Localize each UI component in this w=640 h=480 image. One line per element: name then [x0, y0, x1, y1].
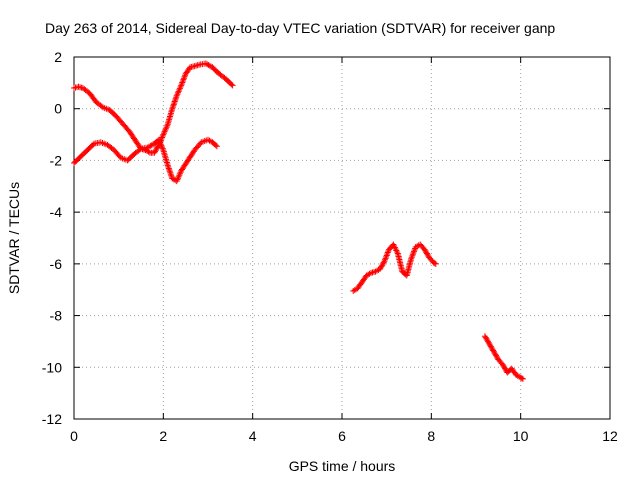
- data-point: [229, 82, 236, 89]
- data-point: [159, 133, 166, 139]
- data-point: [180, 76, 187, 83]
- y-tick-label: -2: [50, 152, 63, 168]
- data-point: [408, 254, 415, 261]
- series-4: [481, 333, 526, 382]
- axis-ticks: [73, 56, 611, 420]
- data-point: [158, 142, 165, 149]
- data-point: [228, 81, 235, 88]
- y-tick-label: -10: [42, 359, 62, 375]
- y-tick-label: -4: [50, 204, 63, 220]
- data-markers: [71, 60, 526, 382]
- data-point: [177, 169, 184, 176]
- x-axis-label: GPS time / hours: [289, 458, 396, 474]
- data-point: [178, 82, 185, 89]
- y-tick-label: 2: [54, 49, 62, 65]
- data-point: [518, 375, 525, 382]
- x-tick-label: 0: [70, 428, 78, 444]
- data-point: [383, 253, 390, 260]
- x-tick-label: 8: [427, 428, 435, 444]
- data-point: [179, 79, 186, 86]
- data-point: [382, 256, 388, 263]
- data-point: [90, 141, 96, 148]
- series-2: [71, 136, 220, 185]
- data-point: [212, 142, 219, 149]
- series-3: [350, 241, 439, 294]
- x-tick-label: 12: [602, 428, 618, 444]
- series-1: [71, 60, 236, 156]
- data-point: [519, 375, 526, 382]
- data-point: [409, 251, 416, 258]
- x-tick-label: 2: [159, 428, 167, 444]
- x-tick-label: 6: [338, 428, 346, 444]
- chart-title: Day 263 of 2014, Sidereal Day-to-day VTE…: [45, 20, 555, 36]
- data-point: [411, 248, 417, 255]
- data-point: [432, 260, 439, 267]
- y-tick-label: -6: [50, 256, 63, 272]
- y-tick-label: 0: [54, 101, 62, 117]
- x-tick-label: 4: [249, 428, 257, 444]
- grid-lines: [74, 57, 610, 419]
- data-point: [380, 259, 387, 266]
- data-point: [162, 127, 169, 134]
- y-tick-label: -12: [42, 411, 62, 427]
- data-point: [136, 146, 143, 153]
- y-tick-label: -8: [50, 308, 63, 324]
- data-point: [485, 339, 492, 346]
- x-tick-label: 10: [513, 428, 529, 444]
- data-point: [174, 176, 181, 183]
- y-axis-label: SDTVAR / TECUs: [6, 182, 22, 294]
- data-point: [175, 89, 181, 96]
- data-point: [213, 143, 220, 150]
- tick-labels: 0 2 4 6 8 10 12 2 0 -2 -4 -6 -8 -10 -12: [42, 49, 618, 444]
- data-point: [431, 260, 438, 267]
